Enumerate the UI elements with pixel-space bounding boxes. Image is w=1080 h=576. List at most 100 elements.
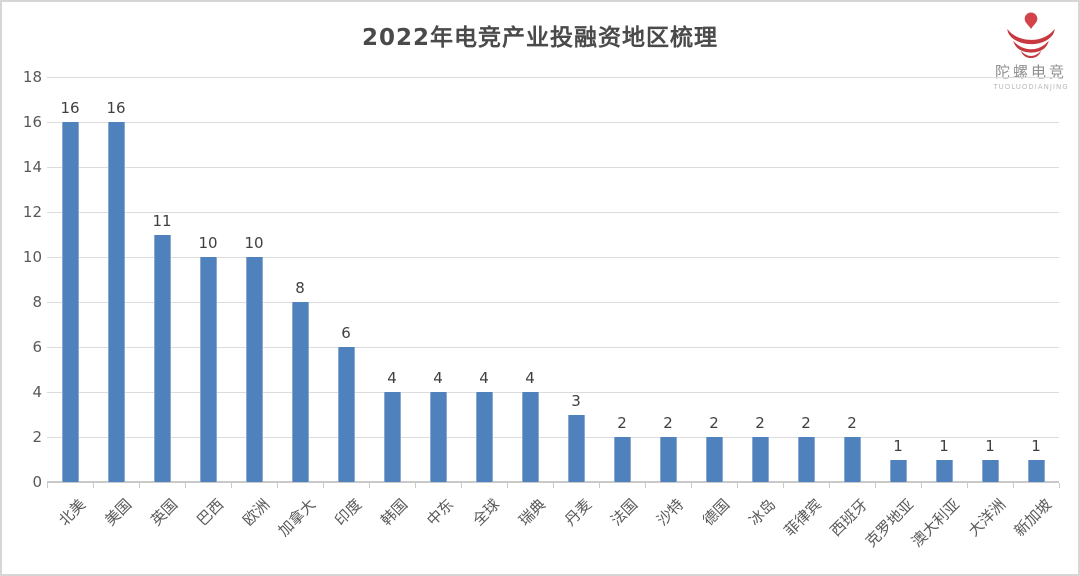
bar <box>107 122 125 482</box>
bar-value-label: 10 <box>198 234 218 252</box>
y-tick-label: 16 <box>22 113 42 131</box>
x-axis-tick <box>47 483 48 488</box>
gridline <box>47 437 1059 438</box>
x-axis-tick <box>875 483 876 488</box>
category-label: 印度 <box>331 495 366 530</box>
bar-value-label: 6 <box>341 324 351 342</box>
y-tick-label: 4 <box>32 383 42 401</box>
bar-value-label: 4 <box>387 369 397 387</box>
bar <box>981 459 999 482</box>
category-label: 法国 <box>607 495 642 530</box>
gridline <box>47 122 1059 123</box>
bar <box>705 437 723 482</box>
y-tick-label: 10 <box>22 248 42 266</box>
category-label: 克罗地亚 <box>861 495 918 551</box>
bar-value-label: 1 <box>985 436 995 455</box>
bar-value-label: 2 <box>755 414 765 432</box>
bar <box>337 347 355 482</box>
category-label: 北美 <box>55 495 90 530</box>
x-axis-tick <box>645 483 646 488</box>
bar <box>153 234 171 482</box>
x-axis-tick <box>507 483 508 488</box>
category-label: 中东 <box>423 495 458 530</box>
bar <box>1027 459 1045 482</box>
gridline <box>47 257 1059 258</box>
x-axis-tick <box>1059 483 1060 488</box>
logo-name: 陀螺电竞 <box>994 63 1067 81</box>
logo: 陀螺电竞 TUOLUODIANJING <box>992 8 1070 91</box>
x-axis-tick <box>415 483 416 488</box>
x-axis-tick <box>461 483 462 488</box>
bar <box>245 257 263 482</box>
bar-value-label: 8 <box>295 279 305 297</box>
category-label: 英国 <box>147 495 182 530</box>
x-axis-tick <box>737 483 738 488</box>
bar-value-label: 1 <box>893 436 903 455</box>
x-axis-tick <box>599 483 600 488</box>
category-label: 新加坡 <box>1010 495 1056 540</box>
category-label: 欧洲 <box>239 495 274 530</box>
bar-value-label: 2 <box>801 414 811 432</box>
bar <box>889 459 907 482</box>
y-tick-label: 2 <box>32 428 42 446</box>
gridline <box>47 167 1059 168</box>
gridline <box>47 302 1059 303</box>
x-axis-tick <box>967 483 968 488</box>
x-axis-tick <box>691 483 692 488</box>
bar-value-label: 4 <box>479 369 489 387</box>
bar-value-label: 10 <box>244 234 264 252</box>
x-axis-tick <box>369 483 370 488</box>
bar-value-label: 2 <box>847 414 857 432</box>
category-label: 菲律宾 <box>780 495 826 540</box>
category-label: 巴西 <box>193 495 228 530</box>
gridline <box>47 212 1059 213</box>
bar-value-label: 3 <box>571 391 581 410</box>
y-tick-label: 14 <box>22 158 42 176</box>
y-tick-label: 18 <box>22 68 42 86</box>
gridline <box>47 392 1059 393</box>
bar-value-label: 2 <box>709 414 719 432</box>
bar <box>935 459 953 482</box>
category-label: 瑞典 <box>515 495 550 530</box>
bar <box>843 437 861 482</box>
category-label: 韩国 <box>377 495 412 530</box>
x-axis-tick <box>139 483 140 488</box>
category-label: 大洋洲 <box>964 495 1010 540</box>
bar-value-label: 2 <box>663 414 673 432</box>
bar-value-label: 1 <box>1031 436 1041 455</box>
y-tick-label: 0 <box>32 473 42 491</box>
bar <box>291 302 309 482</box>
x-axis-tick <box>185 483 186 488</box>
bar-value-label: 11 <box>152 211 172 230</box>
bar <box>383 392 401 482</box>
bar-value-label: 4 <box>433 369 443 387</box>
y-tick-label: 8 <box>32 293 42 311</box>
x-axis-tick <box>231 483 232 488</box>
bar <box>659 437 677 482</box>
bar-value-label: 2 <box>617 414 627 432</box>
bar-value-label: 1 <box>939 436 949 455</box>
bar <box>199 257 217 482</box>
bar <box>61 122 79 482</box>
x-axis-tick <box>553 483 554 488</box>
category-label: 冰岛 <box>745 495 780 530</box>
x-axis-tick <box>921 483 922 488</box>
y-tick-label: 6 <box>32 338 42 356</box>
category-label: 全球 <box>469 495 504 530</box>
category-label: 美国 <box>101 495 136 530</box>
gridline <box>47 347 1059 348</box>
logo-subtitle: TUOLUODIANJING <box>993 83 1069 91</box>
bar-value-label: 16 <box>60 99 80 117</box>
x-axis-line <box>47 481 1059 483</box>
bar <box>797 437 815 482</box>
x-axis-tick <box>93 483 94 488</box>
gridline <box>47 77 1059 78</box>
category-label: 澳大利亚 <box>907 495 964 551</box>
bar-value-label: 4 <box>525 369 535 387</box>
bar <box>429 392 447 482</box>
category-label: 沙特 <box>653 495 688 530</box>
x-axis-tick <box>1013 483 1014 488</box>
bar <box>751 437 769 482</box>
bar <box>521 392 539 482</box>
